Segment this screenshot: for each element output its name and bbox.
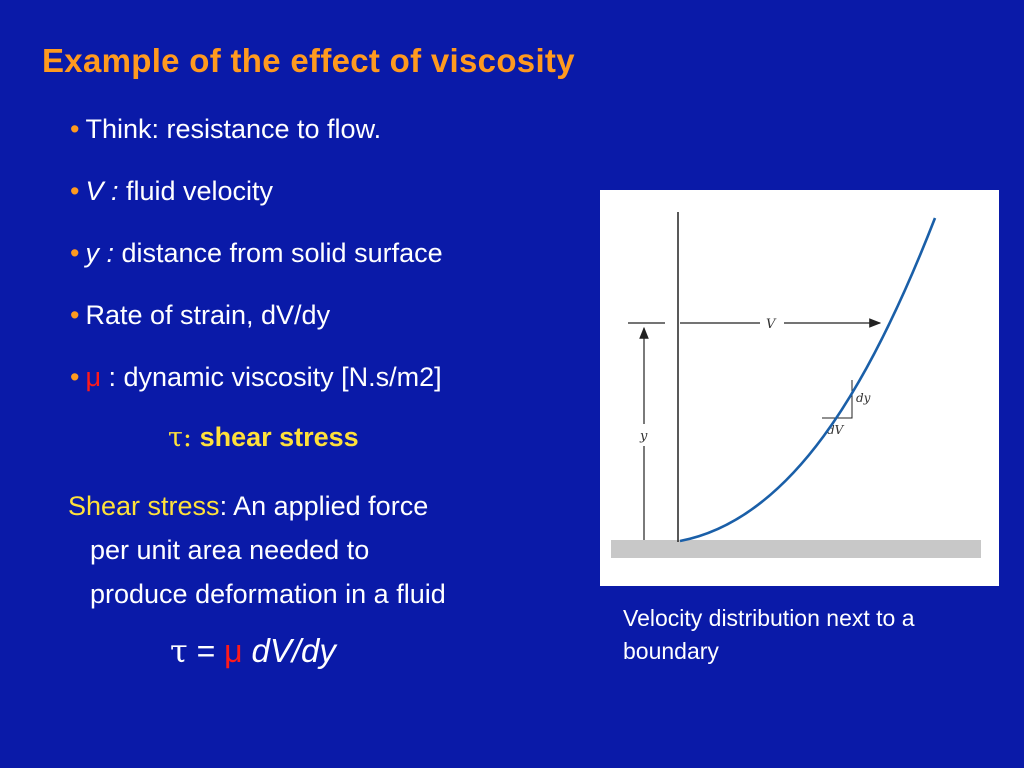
mu-symbol: μ — [85, 362, 102, 392]
bullet-text: distance from solid surface — [113, 238, 443, 268]
definition-line-2: per unit area needed to — [90, 535, 370, 565]
dv-label: dV — [827, 423, 845, 437]
v-label: V — [766, 317, 777, 332]
bullet-marker: • — [70, 362, 80, 392]
figure-caption: Velocity distribution next to a boundary — [623, 605, 915, 664]
tau-symbol: τ: — [168, 422, 193, 453]
tau-definition: τ: shear stress — [168, 422, 359, 453]
v-label-backdrop — [760, 314, 784, 332]
bullet-marker: • — [70, 176, 80, 206]
shear-stress-equation: τ = μ dV/dy — [170, 632, 336, 670]
velocity-profile-curve — [679, 217, 937, 543]
bullet-symbol: y : — [85, 238, 114, 268]
shear-stress-definition: Shear stress: An applied force per unit … — [68, 484, 568, 616]
bullet-text: fluid velocity — [118, 176, 274, 206]
bullet-think: • Think: resistance to flow. — [70, 113, 381, 145]
dy-label: dy — [856, 391, 871, 405]
bullet-symbol: V : — [85, 176, 119, 206]
bullet-text: : dynamic viscosity [N.s/m2] — [101, 362, 442, 392]
definition-line-3: produce deformation in a fluid — [90, 579, 446, 609]
bullet-text: Think: resistance to flow. — [85, 114, 382, 144]
equation-equals: = — [187, 633, 225, 669]
bullet-marker: • — [70, 238, 80, 268]
bullet-marker: • — [70, 300, 80, 330]
definition-term: Shear stress — [68, 491, 220, 521]
bullet-viscosity: • μ : dynamic viscosity [N.s/m2] — [70, 361, 442, 393]
definition-line-1: : An applied force — [219, 491, 429, 521]
velocity-profile-figure: y V dy dV — [600, 190, 999, 586]
slide-title: Example of the effect of viscosity — [42, 42, 575, 79]
equation-tau: τ — [170, 632, 188, 670]
bullet-marker: • — [70, 114, 80, 144]
solid-surface — [611, 540, 981, 558]
tau-label: shear stress — [199, 422, 359, 452]
y-label: y — [639, 429, 648, 444]
bullet-text: Rate of strain, dV/dy — [85, 300, 331, 330]
y-label-backdrop — [636, 424, 652, 446]
velocity-profile-diagram: y V dy dV — [611, 212, 981, 558]
bullet-distance: • y : distance from solid surface — [70, 237, 443, 269]
bullet-velocity: • V : fluid velocity — [70, 175, 273, 207]
equation-rhs: dV/dy — [251, 632, 336, 669]
bullet-rate-of-strain: • Rate of strain, dV/dy — [70, 299, 330, 331]
equation-mu: μ — [224, 633, 243, 669]
